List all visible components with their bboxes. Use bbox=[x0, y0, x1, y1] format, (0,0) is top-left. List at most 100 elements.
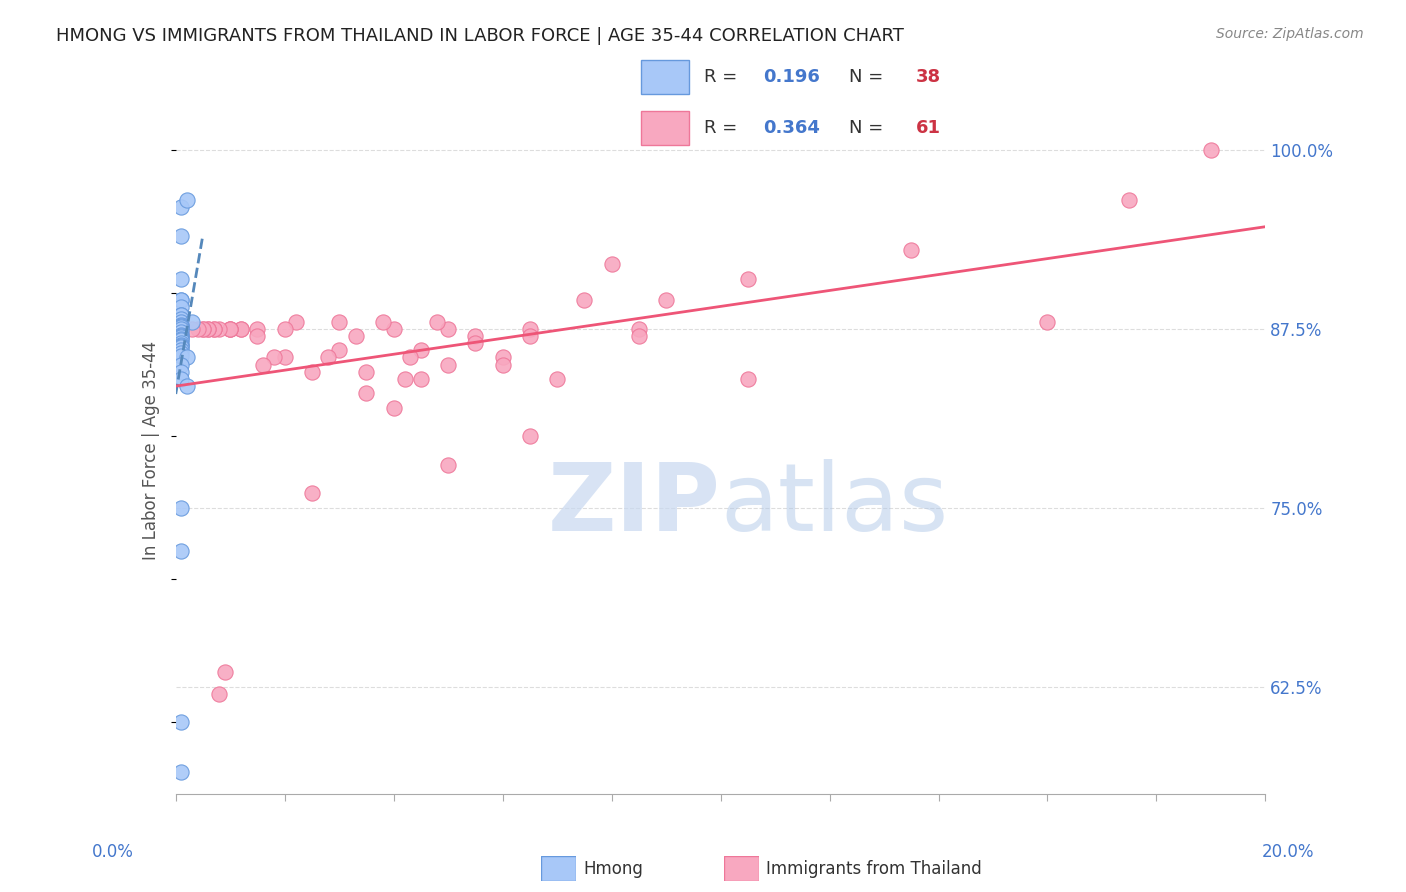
Point bbox=[170, 349, 193, 363]
Text: HMONG VS IMMIGRANTS FROM THAILAND IN LABOR FORCE | AGE 35-44 CORRELATION CHART: HMONG VS IMMIGRANTS FROM THAILAND IN LAB… bbox=[56, 27, 904, 45]
Point bbox=[170, 301, 193, 315]
Point bbox=[426, 315, 449, 329]
Point bbox=[170, 318, 193, 333]
Point bbox=[356, 365, 378, 379]
Point bbox=[464, 336, 486, 351]
Point bbox=[170, 337, 193, 351]
FancyBboxPatch shape bbox=[641, 60, 689, 94]
Point bbox=[170, 333, 193, 347]
Point bbox=[1036, 315, 1059, 329]
Point bbox=[246, 329, 269, 343]
Point bbox=[231, 322, 253, 336]
Point bbox=[219, 322, 242, 336]
Point bbox=[170, 339, 193, 353]
Y-axis label: In Labor Force | Age 35-44: In Labor Force | Age 35-44 bbox=[142, 341, 160, 560]
Point bbox=[263, 351, 285, 365]
Point bbox=[219, 322, 242, 336]
Point bbox=[371, 315, 394, 329]
Point bbox=[170, 318, 193, 332]
Point bbox=[274, 351, 297, 365]
Point bbox=[170, 320, 193, 334]
Text: N =: N = bbox=[849, 120, 889, 137]
Point bbox=[170, 322, 193, 336]
Point bbox=[170, 765, 193, 780]
Point bbox=[284, 315, 307, 329]
Text: atlas: atlas bbox=[721, 459, 949, 551]
Point bbox=[900, 243, 922, 257]
Text: R =: R = bbox=[704, 68, 742, 86]
Point bbox=[328, 343, 350, 358]
Text: N =: N = bbox=[849, 68, 889, 86]
Point bbox=[170, 715, 193, 730]
Point bbox=[252, 358, 274, 372]
Point bbox=[202, 322, 225, 336]
Point bbox=[170, 500, 193, 515]
Point bbox=[214, 665, 236, 680]
Point bbox=[409, 372, 432, 386]
Point bbox=[208, 687, 231, 701]
Point bbox=[627, 322, 650, 336]
Point bbox=[519, 322, 541, 336]
Point bbox=[546, 372, 568, 386]
Point bbox=[328, 315, 350, 329]
Point bbox=[464, 329, 486, 343]
Text: Immigrants from Thailand: Immigrants from Thailand bbox=[766, 860, 981, 878]
FancyBboxPatch shape bbox=[641, 112, 689, 145]
Point bbox=[437, 322, 460, 336]
Point bbox=[170, 343, 193, 358]
Text: 0.196: 0.196 bbox=[763, 68, 821, 86]
Point bbox=[170, 329, 193, 343]
Point bbox=[344, 329, 367, 343]
Point bbox=[399, 351, 422, 365]
Point bbox=[170, 308, 193, 322]
Text: 0.364: 0.364 bbox=[763, 120, 821, 137]
Point bbox=[170, 372, 193, 386]
Point bbox=[170, 272, 193, 286]
Text: Hmong: Hmong bbox=[583, 860, 644, 878]
Point bbox=[191, 322, 214, 336]
Point bbox=[170, 200, 193, 214]
Point bbox=[170, 325, 193, 339]
Point bbox=[274, 322, 297, 336]
Point bbox=[181, 315, 204, 329]
Point bbox=[170, 346, 193, 360]
Point bbox=[170, 308, 193, 322]
Point bbox=[170, 341, 193, 355]
Point bbox=[170, 358, 193, 372]
Point bbox=[186, 322, 209, 336]
Point bbox=[492, 351, 515, 365]
Point bbox=[170, 228, 193, 243]
Point bbox=[1199, 143, 1222, 157]
Point bbox=[197, 322, 219, 336]
Text: 38: 38 bbox=[917, 68, 942, 86]
Point bbox=[170, 293, 193, 308]
Point bbox=[492, 358, 515, 372]
Text: ZIP: ZIP bbox=[548, 459, 721, 551]
Point bbox=[170, 311, 193, 326]
Point bbox=[219, 322, 242, 336]
Point bbox=[519, 329, 541, 343]
Point bbox=[737, 272, 759, 286]
Point bbox=[574, 293, 596, 308]
Text: Source: ZipAtlas.com: Source: ZipAtlas.com bbox=[1216, 27, 1364, 41]
Point bbox=[519, 429, 541, 443]
Point bbox=[170, 336, 193, 351]
Point bbox=[170, 330, 193, 344]
Point bbox=[318, 351, 340, 365]
Point bbox=[394, 372, 416, 386]
Text: 61: 61 bbox=[917, 120, 941, 137]
Point bbox=[181, 322, 204, 336]
Point bbox=[301, 486, 323, 500]
Point bbox=[170, 543, 193, 558]
Point bbox=[208, 322, 231, 336]
Text: R =: R = bbox=[704, 120, 742, 137]
Point bbox=[170, 332, 193, 346]
Point bbox=[246, 322, 269, 336]
Point bbox=[737, 372, 759, 386]
Point bbox=[356, 386, 378, 401]
Point bbox=[655, 293, 678, 308]
Point bbox=[191, 322, 214, 336]
Point bbox=[197, 322, 219, 336]
Point bbox=[627, 329, 650, 343]
Point bbox=[301, 365, 323, 379]
